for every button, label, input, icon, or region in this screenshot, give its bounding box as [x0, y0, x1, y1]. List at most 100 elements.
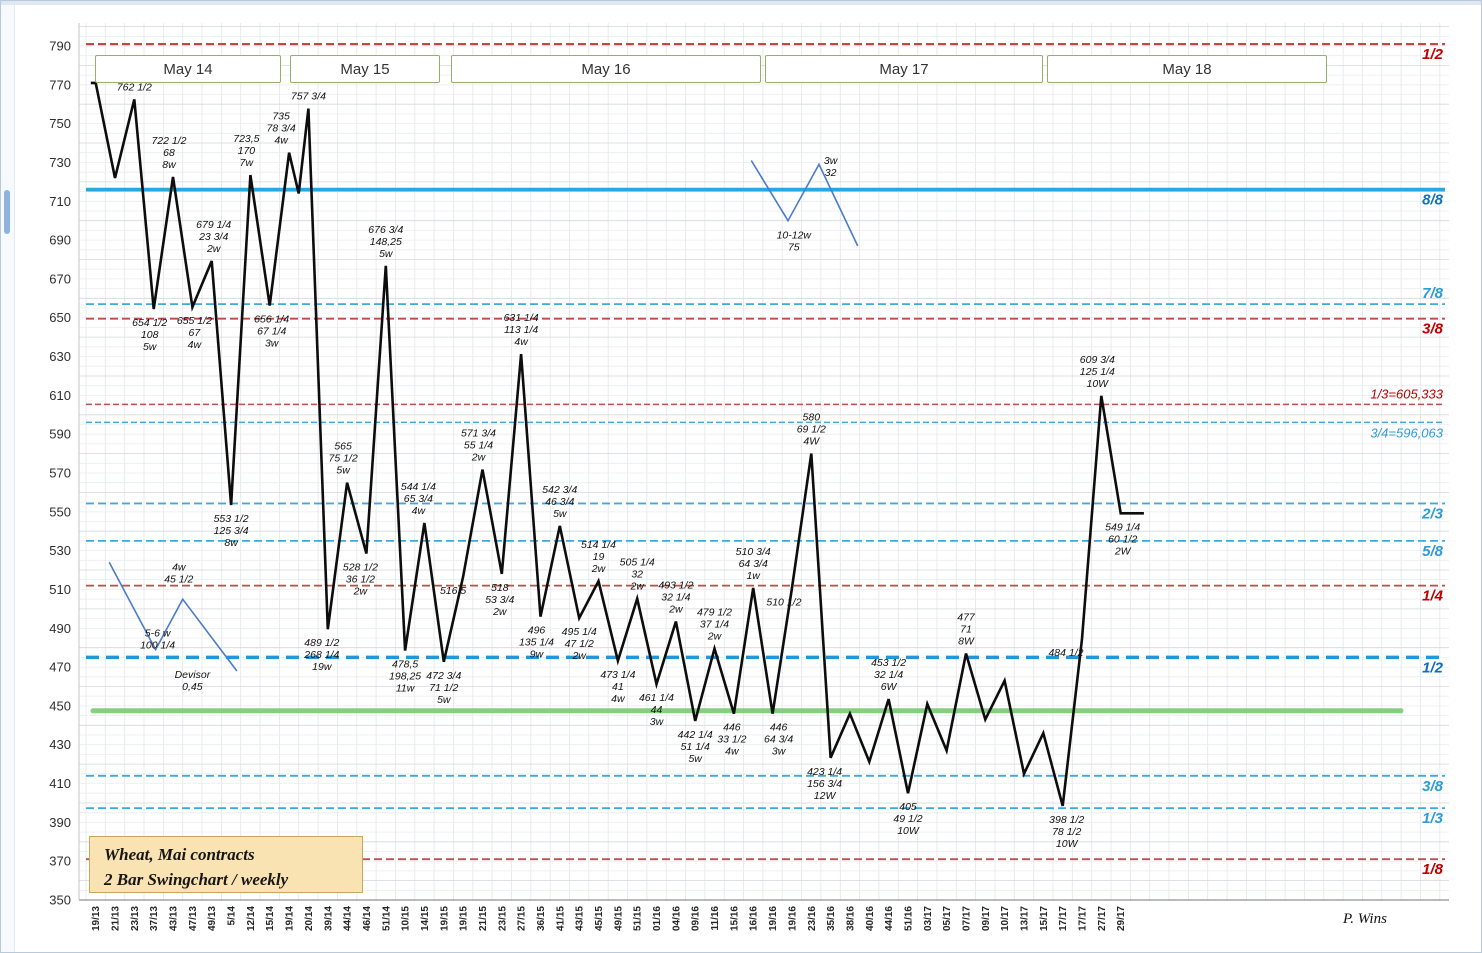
- swing-line: [90, 81, 1144, 807]
- x-tick-label: 15/14: [265, 906, 276, 931]
- swing-annotation: 75 1/2: [328, 453, 357, 465]
- swing-annotation: 423 1/4: [807, 766, 842, 778]
- swing-annotation: 78 3/4: [266, 123, 295, 135]
- swing-annotation: 4w: [514, 336, 529, 348]
- swing-annotation: 2w: [492, 606, 508, 618]
- level-labels: 1/2 8/8 7/8 3/8 1/3=605,333 3/4=596,063 2/3 5/8…: [1370, 46, 1443, 878]
- y-tick-label: 630: [49, 349, 71, 364]
- swing-annotation: 2w: [707, 631, 723, 643]
- x-tick-label: 14/15: [420, 906, 431, 931]
- swing-annotation: Devisor: [175, 669, 211, 681]
- y-tick-label: 790: [49, 39, 71, 54]
- swing-annotation: 11w: [396, 683, 416, 695]
- x-tick-label: 10/17: [1000, 906, 1011, 931]
- swing-annotation: 32 1/4: [661, 592, 690, 604]
- x-tick-label: 04/16: [671, 906, 682, 931]
- swing-annotation: 549 1/4: [1105, 521, 1140, 533]
- x-tick-label: 19/16: [768, 906, 779, 931]
- period-box-may18: May 18: [1047, 55, 1327, 83]
- y-tick-label: 690: [49, 233, 71, 248]
- x-tick-label: 37/13: [149, 906, 160, 931]
- swing-annotation: 64 3/4: [764, 734, 793, 746]
- swing-annotation: 5w: [379, 248, 394, 260]
- swing-annotation: 37 1/4: [700, 619, 729, 631]
- x-tick-label: 05/17: [942, 906, 953, 931]
- y-tick-label: 770: [49, 77, 71, 92]
- x-tick-label: 17/17: [1058, 906, 1069, 931]
- swing-annotation: 71 1/2: [429, 682, 458, 694]
- swing-annotation: 19: [593, 551, 605, 563]
- swing-annotation: 8W: [958, 636, 975, 648]
- x-tick-label: 23/13: [130, 906, 141, 931]
- level-label: 3/8: [1422, 778, 1444, 795]
- swing-annotation: 655 1/2: [177, 315, 212, 327]
- x-tick-label: 21/15: [478, 906, 489, 931]
- period-box-may15: May 15: [290, 55, 440, 83]
- swing-annotation: 493 1/2: [658, 580, 693, 592]
- period-label: May 15: [340, 60, 390, 78]
- x-tick-label: 19/16: [787, 906, 798, 931]
- period-label: May 17: [879, 60, 929, 78]
- swing-annotation: 528 1/2: [343, 562, 378, 574]
- swing-annotation: 484 1/2: [1048, 647, 1083, 659]
- y-tick-label: 470: [49, 660, 71, 675]
- y-tick-label: 550: [49, 504, 71, 519]
- swing-annotation: 60 1/2: [1108, 533, 1137, 545]
- swing-annotation: 10W: [1056, 838, 1079, 850]
- swing-annotation: 1w: [746, 570, 761, 582]
- swing-annotation: 198,25: [389, 671, 421, 683]
- y-tick-label: 730: [49, 155, 71, 170]
- swing-annotation: 479 1/2: [697, 607, 732, 619]
- swing-annotation: 4w: [172, 561, 187, 573]
- x-tick-label: 20/14: [304, 906, 315, 931]
- swing-annotation: 53 3/4: [485, 594, 514, 606]
- level-label: 5/8: [1422, 543, 1444, 560]
- swing-annotation: 495 1/4: [562, 626, 597, 638]
- swing-annotation: 723,5: [233, 133, 259, 145]
- drawn-annotation-lines: [108, 160, 859, 672]
- swing-annotation: 148,25: [370, 236, 402, 248]
- swing-annotation: 516,5: [440, 585, 466, 597]
- swing-annotation: 10W: [1087, 378, 1110, 390]
- swing-annotation: 4W: [803, 436, 820, 448]
- swing-annotation: 113 1/4: [504, 324, 538, 336]
- swing-annotation: 3w: [772, 746, 787, 758]
- y-tick-label: 430: [49, 737, 71, 752]
- y-tick-label: 750: [49, 116, 71, 131]
- swing-annotation: 496: [528, 625, 546, 637]
- y-tick-label: 450: [49, 698, 71, 713]
- x-tick-label: 03/17: [923, 906, 934, 931]
- swing-annotation: 108: [141, 329, 159, 341]
- y-tick-label: 590: [49, 427, 71, 442]
- x-tick-label: 16/16: [749, 906, 760, 931]
- level-label: 1/3: [1422, 810, 1444, 827]
- y-tick-label: 510: [49, 582, 71, 597]
- x-tick-label: 01/16: [652, 906, 663, 931]
- swing-annotation: 69 1/2: [797, 424, 826, 436]
- swing-annotation: 510 3/4: [736, 546, 771, 558]
- x-tick-label: 49/15: [613, 906, 624, 931]
- x-tick-label: 43/13: [169, 906, 180, 931]
- swing-annotation: 609 3/4: [1080, 354, 1115, 366]
- y-tick-label: 650: [49, 310, 71, 325]
- level-label: 1/2: [1422, 46, 1444, 63]
- period-label: May 16: [581, 60, 631, 78]
- swing-annotation: 67: [189, 327, 202, 339]
- x-tick-label: 38/16: [845, 906, 856, 931]
- x-tick-label: 40/16: [865, 906, 876, 931]
- swing-annotation: 33 1/2: [717, 734, 746, 746]
- y-tick-label: 670: [49, 271, 71, 286]
- x-tick-label: 47/13: [188, 906, 199, 931]
- swing-annotation: 125 1/4: [1080, 366, 1115, 378]
- y-tick-label: 530: [49, 543, 71, 558]
- swing-annotation: 46 3/4: [545, 496, 574, 508]
- x-tick-label: 29/17: [1116, 906, 1127, 931]
- x-tick-label: 51/14: [381, 906, 392, 931]
- swing-annotation: 10W: [897, 825, 920, 837]
- swing-annotation: 47 1/2: [565, 638, 594, 650]
- swing-annotation: 32: [825, 167, 837, 179]
- scrollbar-thumb[interactable]: [4, 190, 10, 234]
- x-tick-label: 09/16: [691, 906, 702, 931]
